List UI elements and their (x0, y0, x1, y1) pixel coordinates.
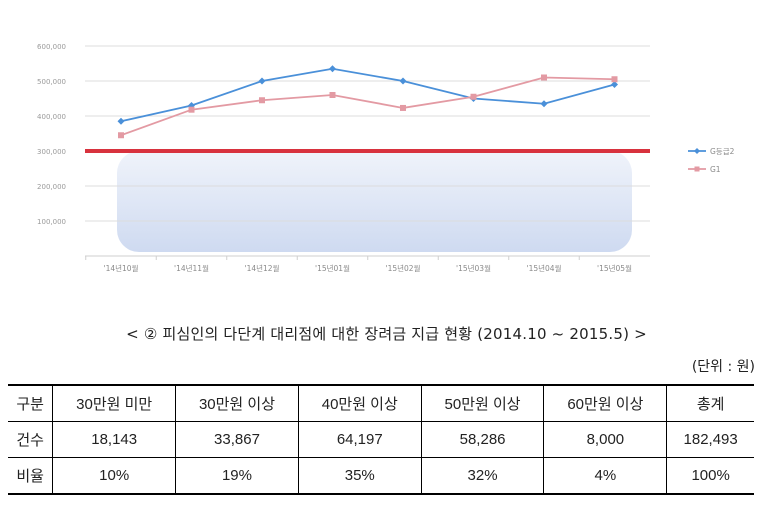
table-cell: 100% (666, 457, 754, 495)
legend-label: G1 (710, 165, 721, 174)
table-cell: 4% (543, 457, 668, 495)
data-point (329, 65, 336, 73)
data-point (400, 104, 406, 111)
x-tick-label: '14년11월 (174, 263, 209, 273)
header-cell: 구분 (8, 384, 54, 422)
table-cell: 35% (297, 457, 422, 495)
x-tick-label: '15년05월 (597, 263, 632, 273)
header-cell: 30만원 이상 (175, 384, 299, 422)
data-point (188, 106, 195, 113)
table-cell: 18,143 (52, 421, 177, 458)
y-tick-label: 100,000 (37, 218, 66, 226)
table-cell: 182,493 (666, 421, 754, 458)
header-cell: 50만원 이상 (420, 384, 545, 422)
table-cell: 32% (420, 457, 545, 495)
data-point (540, 100, 548, 108)
table-cell: 64,197 (297, 421, 422, 458)
line-chart: 100,000 200,000 300,000 400,000 500,000 600,0… (37, 43, 735, 273)
series-line-2 (120, 76, 615, 137)
plot-shading (117, 151, 632, 252)
legend-label: G등급2 (710, 147, 735, 156)
table-cell: 33,867 (175, 421, 299, 458)
y-tick-label: 600,000 (37, 43, 66, 51)
table-cell: 8,000 (543, 421, 668, 458)
legend-marker (694, 166, 700, 172)
table-cell: 58,286 (420, 421, 545, 458)
x-tick-label: '15년02월 (386, 263, 421, 273)
table-header-row: 구분 30만원 미만 30만원 이상 40만원 이상 50만원 이상 60만원 … (8, 384, 754, 422)
table-cell: 건수 (8, 421, 54, 458)
legend-marker (694, 148, 700, 154)
data-point (117, 117, 125, 125)
data-point (258, 77, 266, 85)
x-tick-label: '15년03월 (456, 263, 491, 273)
data-point (611, 76, 618, 83)
header-cell: 60만원 이상 (543, 384, 668, 422)
data-point (118, 132, 124, 139)
table-cell: 비율 (8, 457, 54, 495)
y-tick-label: 400,000 (37, 113, 66, 121)
y-tick-label: 200,000 (37, 183, 66, 191)
header-cell: 40만원 이상 (297, 384, 422, 422)
x-tick-label: '15년04월 (527, 263, 562, 273)
chart-svg: 100,000 200,000 300,000 400,000 500,000 600,0… (37, 43, 735, 273)
series-line-1 (120, 67, 615, 123)
data-point (399, 77, 407, 85)
reward-table: 구분 30만원 미만 30만원 이상 40만원 이상 50만원 이상 60만원 … (8, 384, 754, 495)
table-row: 건수 18,143 33,867 64,197 58,286 8,000 182… (8, 421, 754, 458)
chart-caption: < ② 피심인의 다단계 대리점에 대한 장려금 지급 현황 (2014.10 … (126, 325, 647, 343)
x-tick-label: '14년10월 (104, 263, 139, 273)
y-tick-label: 300,000 (37, 148, 66, 156)
x-tick-label: '15년01월 (315, 263, 350, 273)
x-tick-label: '14년12월 (245, 263, 280, 273)
data-point (470, 93, 477, 100)
data-point (541, 74, 547, 81)
unit-label: (단위 : 원) (691, 359, 755, 375)
data-point (611, 81, 618, 88)
y-tick-label: 500,000 (37, 78, 66, 86)
data-point (259, 97, 265, 104)
header-cell: 총계 (666, 384, 754, 422)
data-point (329, 92, 336, 98)
header-cell: 30만원 미만 (52, 384, 177, 422)
table-cell: 10% (52, 457, 177, 495)
table-row: 비율 10% 19% 35% 32% 4% 100% (8, 457, 754, 495)
table-cell: 19% (175, 457, 299, 495)
